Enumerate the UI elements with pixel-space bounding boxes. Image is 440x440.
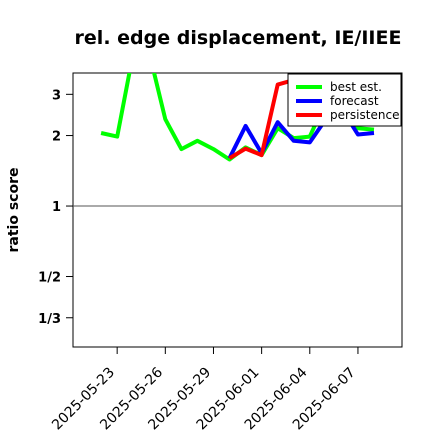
y-axis: 3 2 1 1/2 1/3: [38, 88, 73, 327]
y-tick-label: 1: [52, 200, 61, 215]
legend-label-forecast: forecast: [330, 94, 379, 108]
y-tick-label: 1/2: [38, 271, 61, 286]
y-tick-label: 1/3: [38, 312, 61, 327]
x-axis: 2025-05-232025-05-262025-05-292025-06-01…: [49, 347, 359, 433]
legend: best est. forecast persistence: [287, 73, 402, 127]
legend-label-persistence: persistence: [330, 108, 399, 122]
y-tick-label: 2: [52, 130, 61, 145]
plot-frame: [72, 72, 403, 348]
y-axis-label: ratio score: [6, 168, 22, 253]
chart-title: rel. edge displacement, IE/IIEE: [75, 27, 402, 49]
y-tick-label: 3: [52, 88, 61, 103]
legend-label-best-est: best est.: [330, 80, 382, 94]
